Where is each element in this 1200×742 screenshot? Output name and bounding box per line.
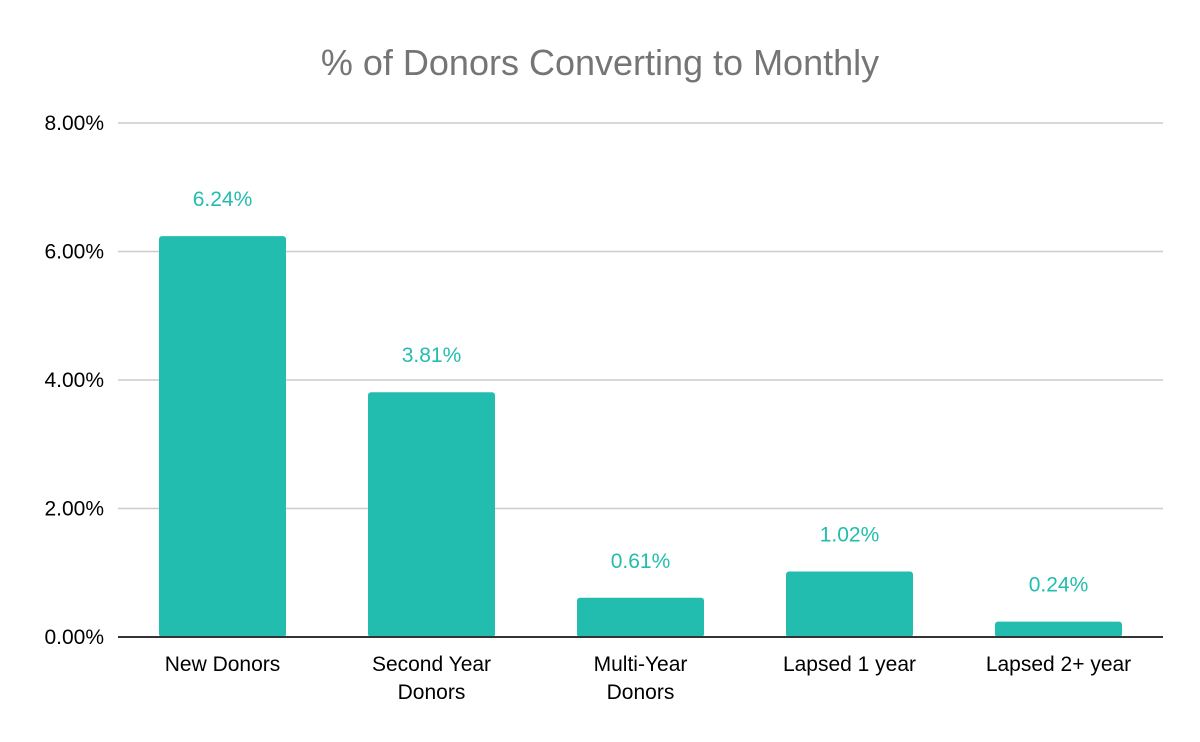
data-label: 3.81%	[402, 344, 462, 367]
x-tick-label: Second Year	[372, 653, 491, 676]
data-label: 0.61%	[611, 550, 671, 573]
data-labels: 6.24% 3.81% 0.61% 1.02% 0.24%	[193, 188, 1089, 597]
data-label: 6.24%	[193, 188, 253, 211]
y-tick-label: 8.00%	[44, 112, 104, 135]
x-tick-label: Donors	[398, 681, 466, 704]
bar	[786, 571, 913, 637]
x-tick-label: Multi-Year	[594, 653, 688, 676]
category-labels: New Donors Second Year Donors Multi-Year Don…	[165, 653, 1131, 704]
bar	[995, 621, 1122, 637]
bar	[368, 392, 495, 637]
x-tick-label: New Donors	[165, 653, 281, 676]
y-axis-ticks: 0.00% 2.00% 4.00% 6.00% 8.00%	[44, 112, 104, 649]
chart-title: % of Donors Converting to Monthly	[321, 42, 879, 83]
data-label: 1.02%	[820, 523, 880, 546]
x-tick-label: Lapsed 1 year	[783, 653, 916, 676]
data-label: 0.24%	[1029, 574, 1089, 597]
y-tick-label: 0.00%	[44, 626, 104, 649]
gridlines	[118, 122, 1163, 510]
y-tick-label: 4.00%	[44, 369, 104, 392]
y-tick-label: 2.00%	[44, 498, 104, 521]
y-tick-label: 6.00%	[44, 241, 104, 264]
x-tick-label: Lapsed 2+ year	[986, 653, 1131, 676]
bar	[159, 236, 286, 637]
bar	[577, 597, 704, 637]
bars	[159, 236, 1122, 637]
x-tick-label: Donors	[607, 681, 675, 704]
